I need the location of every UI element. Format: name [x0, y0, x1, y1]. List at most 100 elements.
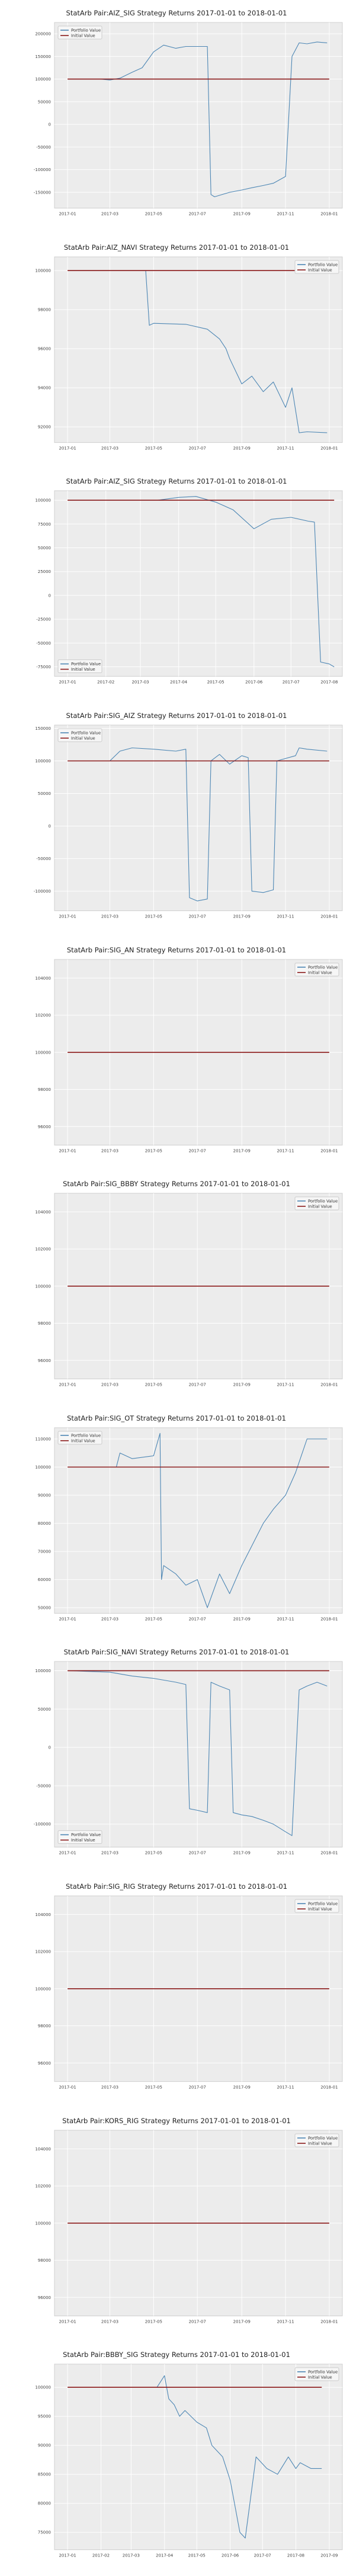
- x-tick-label: 2017-05: [145, 2085, 162, 2090]
- x-tick-label: 2017-03: [101, 212, 118, 217]
- y-tick-label: 102000: [35, 1013, 51, 1017]
- y-tick-label: 96000: [38, 2295, 51, 2300]
- legend-entry: Portfolio Value: [308, 2136, 338, 2140]
- chart-svg: StatArb Pair:SIG_NAVI Strategy Returns 2…: [34, 1648, 343, 1856]
- y-tick-label: 96000: [38, 346, 51, 351]
- y-tick-label: -50000: [36, 1784, 51, 1789]
- y-tick-label: 104000: [35, 2147, 51, 2152]
- legend-entry: Initial Value: [308, 2375, 332, 2380]
- legend-box: [294, 1899, 339, 1913]
- x-tick-label: 2018-01: [320, 1148, 338, 1153]
- x-tick-label: 2017-07: [189, 1148, 206, 1153]
- legend-box: [294, 2367, 339, 2381]
- y-tick-label: 100000: [35, 77, 51, 82]
- x-tick-label: 2017-11: [277, 212, 294, 217]
- y-tick-label: 85000: [38, 2472, 51, 2477]
- x-tick-label: 2017-01: [59, 680, 76, 685]
- y-tick-label: 100000: [35, 2221, 51, 2226]
- chart-panel: StatArb Pair:BBBY_SIG Strategy Returns 2…: [0, 2342, 353, 2576]
- x-tick-label: 2017-01: [59, 2319, 76, 2324]
- legend-entry: Portfolio Value: [71, 662, 101, 666]
- y-tick-label: 98000: [38, 1087, 51, 1092]
- legend-entry: Portfolio Value: [308, 965, 338, 970]
- chart-svg: StatArb Pair:AIZ_NAVI Strategy Returns 2…: [35, 243, 343, 450]
- x-tick-label: 2018-01: [320, 1383, 338, 1387]
- y-tick-label: 98000: [38, 2258, 51, 2263]
- y-tick-label: 100000: [35, 1050, 51, 1055]
- y-tick-label: 0: [49, 1746, 51, 1750]
- x-tick-label: 2017-03: [101, 2319, 118, 2324]
- legend-entry: Initial Value: [308, 1907, 332, 1912]
- legend-box: [57, 25, 102, 40]
- x-tick-label: 2017-07: [189, 2085, 206, 2090]
- portfolio-value-line: [69, 41, 328, 198]
- y-tick-label: 95000: [38, 2414, 51, 2419]
- y-tick-label: 96000: [38, 1124, 51, 1129]
- chart-title: StatArb Pair:SIG_AIZ Strategy Returns 20…: [66, 711, 287, 720]
- x-tick-label: 2017-09: [233, 2319, 251, 2324]
- y-tick-label: 75000: [38, 522, 51, 527]
- legend-box: [57, 1431, 102, 1445]
- x-tick-label: 2017-04: [156, 2554, 174, 2558]
- legend-entry: Portfolio Value: [308, 1199, 338, 1204]
- y-tick-label: 96000: [38, 1358, 51, 1363]
- x-tick-label: 2017-02: [97, 680, 114, 685]
- x-tick-label: 2017-05: [145, 212, 162, 217]
- chart-title: StatArb Pair:AIZ_SIG Strategy Returns 20…: [66, 477, 287, 485]
- y-tick-label: 100000: [35, 1284, 51, 1289]
- y-tick-label: 90000: [38, 2443, 51, 2448]
- x-tick-label: 2018-01: [320, 212, 338, 217]
- legend-entry: Portfolio Value: [308, 1902, 338, 1907]
- x-tick-label: 2017-06: [222, 2554, 239, 2558]
- x-tick-label: 2017-05: [145, 1148, 162, 1153]
- legend-box: [294, 962, 339, 977]
- portfolio-value-line: [70, 496, 335, 668]
- chart-svg: StatArb Pair:AIZ_SIG Strategy Returns 20…: [35, 477, 343, 685]
- x-tick-label: 2017-03: [101, 915, 118, 919]
- legend-entry: Initial Value: [71, 667, 95, 672]
- chart-panel: StatArb Pair:AIZ_SIG Strategy Returns 20…: [0, 0, 353, 234]
- y-tick-label: 0: [49, 123, 51, 127]
- chart-panel: StatArb Pair:SIG_RIG Strategy Returns 20…: [0, 1873, 353, 2108]
- y-tick-label: 0: [49, 594, 51, 598]
- chart-panel: StatArb Pair:SIG_AN Strategy Returns 201…: [0, 937, 353, 1171]
- y-tick-label: 50000: [38, 791, 51, 796]
- x-tick-label: 2017-07: [189, 1383, 206, 1387]
- y-tick-label: 0: [49, 824, 51, 829]
- y-tick-label: 100000: [35, 498, 51, 503]
- y-tick-label: -50000: [36, 145, 51, 150]
- y-tick-label: 98000: [38, 307, 51, 312]
- y-tick-label: 96000: [38, 2061, 51, 2066]
- y-tick-label: -75000: [36, 665, 51, 669]
- y-tick-label: 104000: [35, 1912, 51, 1917]
- y-tick-label: 60000: [38, 1577, 51, 1582]
- legend-entry: Initial Value: [71, 1838, 95, 1843]
- portfolio-value-line: [69, 747, 328, 901]
- portfolio-value-line: [69, 1670, 328, 1837]
- legend-entry: Initial Value: [308, 970, 332, 975]
- chart-title: StatArb Pair:KORS_RIG Strategy Returns 2…: [62, 2117, 291, 2125]
- x-tick-label: 2017-05: [145, 915, 162, 919]
- y-tick-label: 90000: [38, 1493, 51, 1498]
- x-tick-label: 2018-01: [320, 2085, 338, 2090]
- x-tick-label: 2017-04: [170, 680, 188, 685]
- x-tick-label: 2017-03: [131, 680, 149, 685]
- chart-panel: StatArb Pair:SIG_BBBY Strategy Returns 2…: [0, 1171, 353, 1405]
- y-tick-label: 98000: [38, 2024, 51, 2028]
- y-tick-label: 50000: [38, 546, 51, 550]
- chart-title: StatArb Pair:AIZ_NAVI Strategy Returns 2…: [64, 243, 289, 252]
- x-tick-label: 2017-01: [59, 915, 76, 919]
- chart-title: StatArb Pair:SIG_RIG Strategy Returns 20…: [66, 1882, 287, 1891]
- chart-svg: StatArb Pair:KORS_RIG Strategy Returns 2…: [35, 2117, 343, 2324]
- x-tick-label: 2017-08: [320, 680, 338, 685]
- portfolio-value-line: [69, 270, 328, 433]
- y-tick-label: 80000: [38, 2501, 51, 2506]
- plot-area: [54, 490, 343, 677]
- chart-panel: StatArb Pair:AIZ_SIG Strategy Returns 20…: [0, 468, 353, 703]
- y-tick-label: -25000: [36, 617, 51, 622]
- x-tick-label: 2018-01: [320, 1617, 338, 1621]
- legend-entry: Initial Value: [308, 268, 332, 272]
- chart-svg: StatArb Pair:SIG_RIG Strategy Returns 20…: [35, 1882, 343, 2090]
